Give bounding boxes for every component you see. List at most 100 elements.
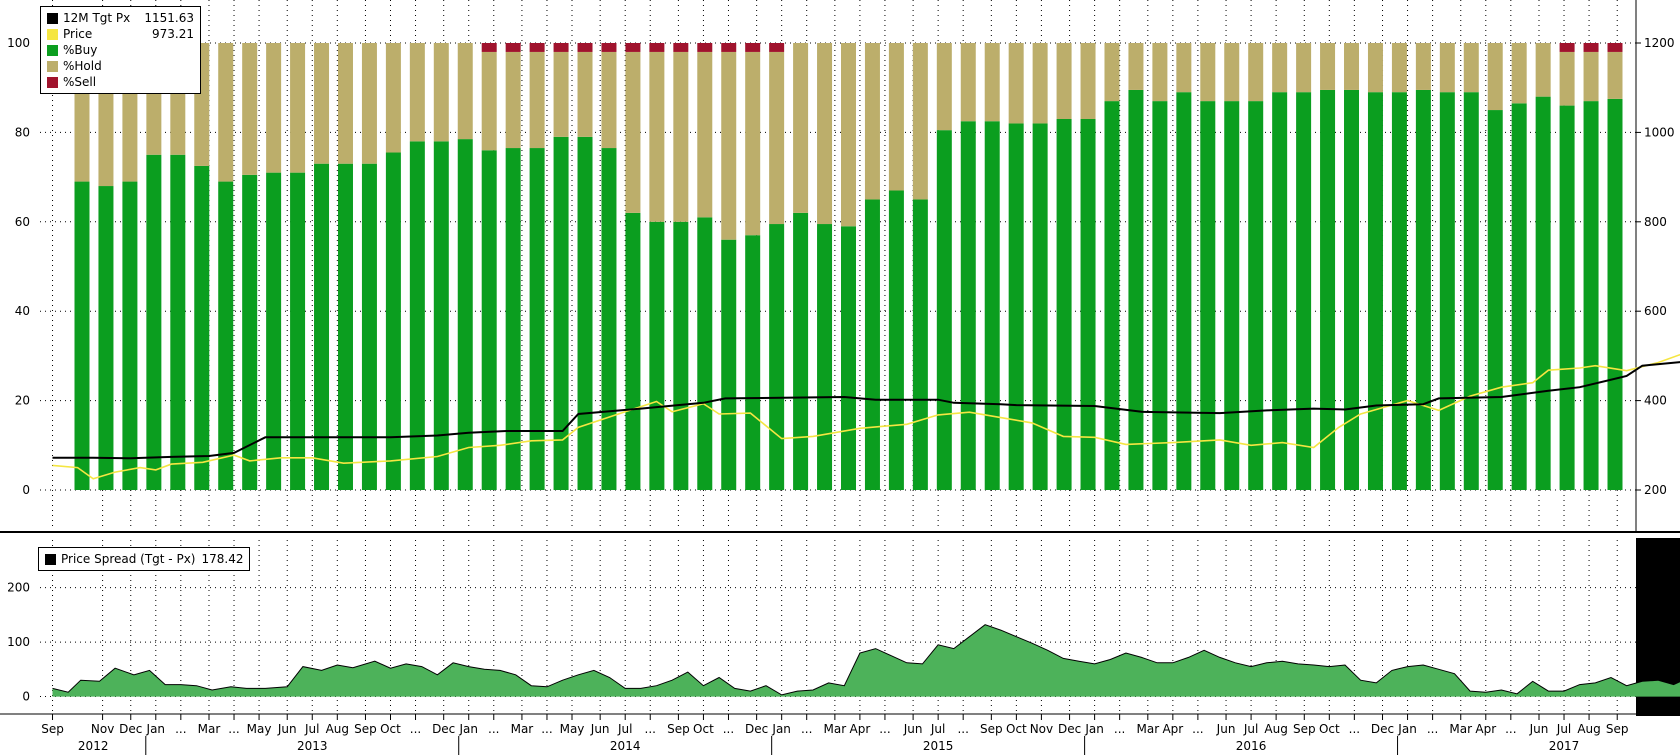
legend-swatch (47, 28, 58, 40)
spread-area (52, 624, 1680, 697)
x-axis-year-label: 2017 (1549, 739, 1580, 753)
hold-bar (290, 43, 306, 173)
hold-bar (1176, 43, 1192, 93)
buy-bar (1559, 105, 1575, 490)
x-axis-month-label: Sep (667, 722, 690, 736)
x-axis-month-label: Mar (1136, 722, 1159, 736)
x-axis-month-label: Dec (119, 722, 142, 736)
buy-bar (1511, 103, 1527, 490)
buy-bar (361, 163, 377, 490)
hold-bar (697, 51, 713, 218)
buy-bar (817, 224, 833, 490)
x-axis-month-label: Jul (1243, 722, 1258, 736)
buy-bar (793, 212, 809, 491)
x-axis-month-label: Jun (277, 722, 297, 736)
sell-bar (1607, 43, 1623, 52)
buy-bar (1391, 92, 1407, 491)
hold-bar (1104, 43, 1120, 102)
hold-bar (841, 43, 856, 227)
x-axis-month-label: May (560, 722, 585, 736)
x-axis-month-label: Apr (850, 722, 871, 736)
buy-bar (1032, 123, 1048, 491)
buy-bar (697, 217, 713, 490)
buy-bar (433, 141, 449, 490)
buy-bar (721, 239, 737, 490)
right-axis-tick-label: 800 (1644, 215, 1667, 229)
hold-bar (769, 51, 785, 225)
hold-bar (1583, 51, 1599, 102)
buy-bar (505, 148, 521, 491)
x-axis-month-label: Oct (1319, 722, 1340, 736)
buy-bar (912, 199, 928, 490)
buy-bar (218, 181, 234, 490)
x-axis-month-label: Dec (745, 722, 768, 736)
spread-axis-tick-label: 200 (7, 581, 30, 595)
x-axis-month-label: Jan (146, 722, 166, 736)
buy-bar (1128, 89, 1144, 490)
x-axis-month-label: Nov (1030, 722, 1053, 736)
x-axis-month-label: Mar (511, 722, 534, 736)
buy-bar (1367, 92, 1383, 491)
left-axis-tick-label: 20 (15, 394, 30, 408)
x-axis-month-label: Sep (1293, 722, 1316, 736)
hold-bar (1272, 43, 1288, 93)
left-axis-tick-label: 80 (15, 125, 30, 139)
legend-value: 973.21 (152, 27, 194, 41)
x-axis-month-label: Aug (1264, 722, 1287, 736)
sell-bar (577, 43, 593, 52)
x-axis-month-label: ... (1114, 722, 1125, 736)
buy-bar (553, 136, 569, 490)
legend-entry: %Hold (47, 58, 194, 74)
buy-bar (529, 148, 545, 491)
legend-label: %Buy (63, 43, 98, 57)
hold-bar (1391, 43, 1407, 93)
hold-bar (433, 43, 449, 142)
price-line (52, 353, 1680, 480)
hold-bar (361, 43, 377, 164)
legend-entry: Price 973.21 (47, 26, 194, 42)
hold-bar (745, 51, 761, 236)
hold-bar (337, 43, 353, 164)
hold-bar (936, 43, 952, 131)
target-price-line (52, 361, 1680, 460)
x-axis-year-label: 2013 (297, 739, 328, 753)
buy-bar (577, 136, 593, 490)
buy-bar (984, 121, 1000, 490)
buy-bar (98, 186, 114, 491)
x-axis-month-label: Apr (1162, 722, 1183, 736)
hold-bar (529, 51, 545, 149)
hold-bar (864, 43, 880, 200)
hold-bar (673, 51, 689, 222)
x-axis-month-label: Jan (1084, 722, 1104, 736)
buy-bar (1224, 101, 1240, 491)
sell-bar (481, 43, 497, 52)
buy-bar (337, 163, 353, 490)
buy-bar (242, 174, 258, 491)
spread-line (52, 624, 1680, 696)
right-axis-tick-label: 1000 (1644, 125, 1675, 139)
buy-bar (1248, 101, 1264, 491)
hold-bar (601, 51, 617, 149)
x-axis-year-label: 2015 (923, 739, 954, 753)
hold-bar (1415, 43, 1431, 90)
buy-bar (1583, 101, 1599, 491)
buy-bar (266, 172, 282, 490)
legend-entry: %Sell (47, 74, 194, 90)
hold-bar (505, 51, 521, 149)
buy-bar (888, 190, 904, 490)
x-axis-month-label: Sep (1606, 722, 1629, 736)
x-axis-month-label: Jan (458, 722, 478, 736)
buy-bar (170, 154, 186, 490)
x-axis-month-label: ... (1505, 722, 1516, 736)
x-axis-month-label: Jan (1397, 722, 1417, 736)
legend-swatch (47, 12, 58, 24)
left-axis-tick-label: 0 (22, 483, 30, 497)
x-axis-month-label: ... (957, 722, 968, 736)
hold-bar (1152, 43, 1168, 102)
x-axis-month-label: ... (1192, 722, 1203, 736)
x-axis-month-label: ... (645, 722, 656, 736)
buy-bar (936, 130, 952, 491)
hold-bar (649, 51, 665, 222)
buy-bar (1535, 96, 1551, 490)
hold-bar (385, 43, 401, 153)
